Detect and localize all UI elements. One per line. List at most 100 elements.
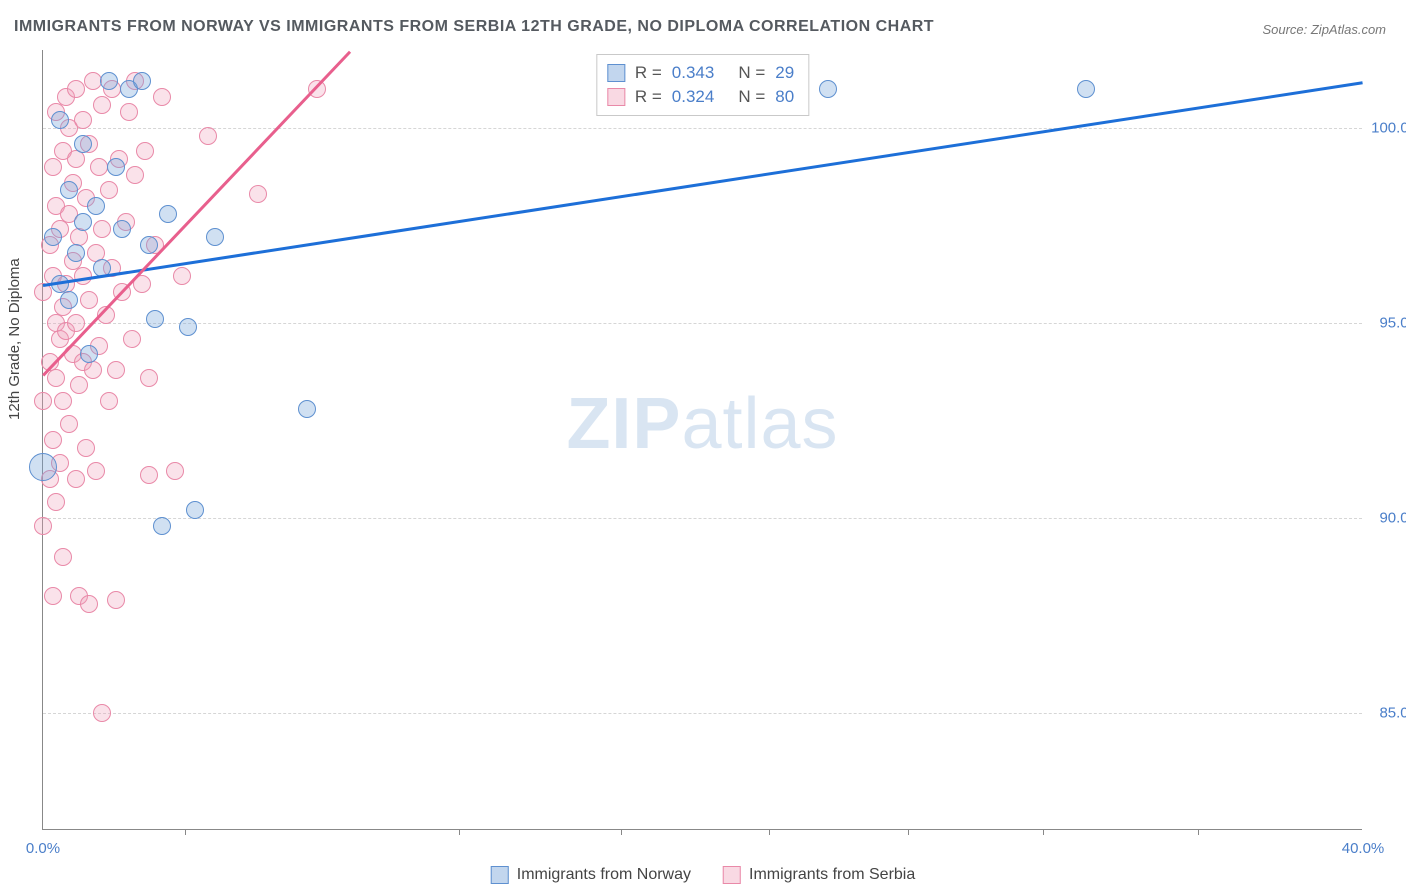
point-serbia bbox=[70, 376, 88, 394]
gridline-h bbox=[43, 323, 1362, 324]
point-norway bbox=[133, 72, 151, 90]
point-serbia bbox=[93, 96, 111, 114]
series-legend: Immigrants from Norway Immigrants from Se… bbox=[491, 866, 916, 884]
x-tick-label: 40.0% bbox=[1342, 840, 1385, 857]
point-serbia bbox=[100, 181, 118, 199]
point-serbia bbox=[166, 462, 184, 480]
point-serbia bbox=[77, 439, 95, 457]
legend-swatch-icon bbox=[607, 88, 625, 106]
point-norway bbox=[146, 310, 164, 328]
point-norway bbox=[100, 72, 118, 90]
point-norway bbox=[44, 228, 62, 246]
x-tick-mark bbox=[185, 829, 186, 835]
legend-swatch-icon bbox=[723, 866, 741, 884]
watermark: ZIPatlas bbox=[566, 383, 838, 465]
legend-n-value: 29 bbox=[775, 63, 794, 83]
watermark-bold: ZIP bbox=[566, 384, 681, 464]
point-norway bbox=[74, 213, 92, 231]
y-tick-label: 90.0% bbox=[1367, 510, 1406, 527]
point-serbia bbox=[54, 392, 72, 410]
point-serbia bbox=[80, 291, 98, 309]
point-serbia bbox=[100, 392, 118, 410]
plot-area: ZIPatlas R = 0.343N = 29R = 0.324N = 80 … bbox=[42, 50, 1362, 830]
point-serbia bbox=[87, 462, 105, 480]
legend-series-label: Immigrants from Norway bbox=[517, 866, 691, 883]
point-serbia bbox=[140, 369, 158, 387]
y-tick-label: 100.0% bbox=[1367, 120, 1406, 137]
x-tick-mark bbox=[1043, 829, 1044, 835]
point-serbia bbox=[136, 142, 154, 160]
y-axis-label: 12th Grade, No Diploma bbox=[6, 258, 23, 420]
watermark-rest: atlas bbox=[681, 384, 838, 464]
point-serbia bbox=[199, 127, 217, 145]
point-norway bbox=[60, 291, 78, 309]
point-norway bbox=[206, 228, 224, 246]
point-norway bbox=[113, 220, 131, 238]
point-norway bbox=[1077, 80, 1095, 98]
point-serbia bbox=[74, 111, 92, 129]
gridline-h bbox=[43, 518, 1362, 519]
point-norway bbox=[80, 345, 98, 363]
point-norway bbox=[107, 158, 125, 176]
point-norway bbox=[60, 181, 78, 199]
point-serbia bbox=[67, 314, 85, 332]
correlation-legend: R = 0.343N = 29R = 0.324 N = 80 bbox=[596, 54, 809, 116]
point-serbia bbox=[34, 392, 52, 410]
point-norway bbox=[87, 197, 105, 215]
point-serbia bbox=[173, 267, 191, 285]
gridline-h bbox=[43, 128, 1362, 129]
y-tick-label: 85.0% bbox=[1367, 705, 1406, 722]
x-tick-mark bbox=[769, 829, 770, 835]
x-tick-mark bbox=[908, 829, 909, 835]
point-serbia bbox=[44, 431, 62, 449]
chart-title: IMMIGRANTS FROM NORWAY VS IMMIGRANTS FRO… bbox=[14, 18, 934, 36]
point-serbia bbox=[60, 415, 78, 433]
point-norway bbox=[819, 80, 837, 98]
legend-row: R = 0.324 N = 80 bbox=[607, 85, 794, 109]
point-serbia bbox=[107, 591, 125, 609]
point-serbia bbox=[47, 369, 65, 387]
legend-r-label: R = bbox=[635, 87, 662, 107]
point-norway bbox=[153, 517, 171, 535]
point-serbia bbox=[93, 220, 111, 238]
point-norway bbox=[179, 318, 197, 336]
point-serbia bbox=[47, 493, 65, 511]
point-serbia bbox=[140, 466, 158, 484]
point-norway bbox=[74, 135, 92, 153]
point-norway bbox=[159, 205, 177, 223]
point-norway bbox=[186, 501, 204, 519]
point-serbia bbox=[107, 361, 125, 379]
point-norway bbox=[51, 111, 69, 129]
legend-n-label: N = bbox=[738, 63, 765, 83]
point-serbia bbox=[80, 595, 98, 613]
legend-r-value: 0.324 bbox=[672, 87, 715, 107]
legend-row: R = 0.343N = 29 bbox=[607, 61, 794, 85]
source-label: Source: ZipAtlas.com bbox=[1262, 22, 1386, 37]
point-serbia bbox=[90, 158, 108, 176]
point-serbia bbox=[84, 361, 102, 379]
legend-r-label: R = bbox=[635, 63, 662, 83]
legend-item: Immigrants from Serbia bbox=[723, 866, 915, 884]
point-serbia bbox=[120, 103, 138, 121]
x-tick-label: 0.0% bbox=[26, 840, 60, 857]
point-serbia bbox=[34, 517, 52, 535]
legend-series-label: Immigrants from Serbia bbox=[749, 866, 915, 883]
legend-n-label: N = bbox=[738, 87, 765, 107]
point-serbia bbox=[123, 330, 141, 348]
point-serbia bbox=[67, 470, 85, 488]
legend-swatch-icon bbox=[607, 64, 625, 82]
point-serbia bbox=[93, 704, 111, 722]
point-serbia bbox=[126, 166, 144, 184]
point-serbia bbox=[44, 158, 62, 176]
point-serbia bbox=[84, 72, 102, 90]
point-norway bbox=[67, 244, 85, 262]
x-tick-mark bbox=[1198, 829, 1199, 835]
point-serbia bbox=[67, 80, 85, 98]
point-serbia bbox=[67, 150, 85, 168]
x-tick-mark bbox=[459, 829, 460, 835]
gridline-h bbox=[43, 713, 1362, 714]
y-tick-label: 95.0% bbox=[1367, 315, 1406, 332]
legend-n-value: 80 bbox=[775, 87, 794, 107]
point-serbia bbox=[249, 185, 267, 203]
x-tick-mark bbox=[621, 829, 622, 835]
